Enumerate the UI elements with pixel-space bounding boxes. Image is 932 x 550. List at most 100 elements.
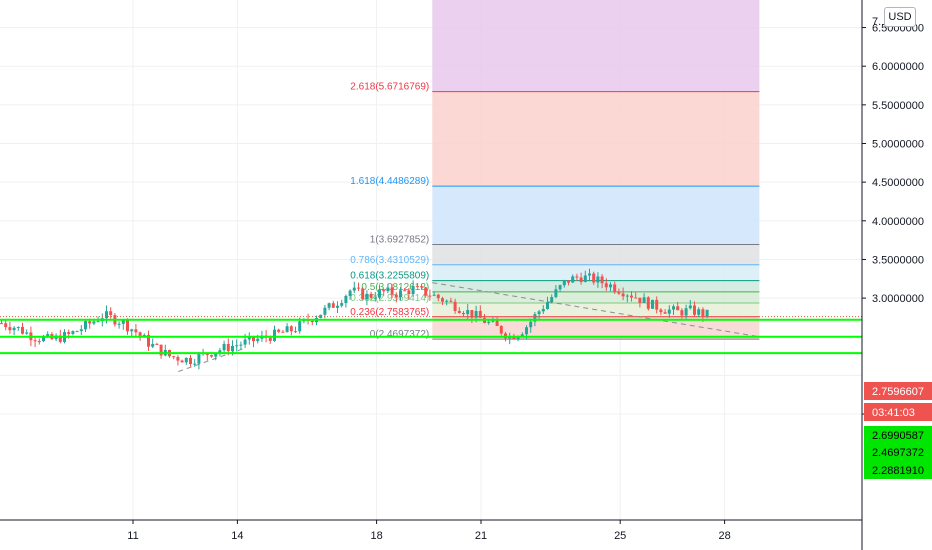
candle-body [407,290,411,295]
candle-body [193,363,197,365]
price-badges: 2.7596607 03:41:03 2.6990587 2.4697372 2.288… [864,382,932,479]
fib-zone [432,264,760,281]
candle-body [386,287,390,292]
candle-body [558,285,562,290]
candle-body [663,312,667,314]
price-badge [864,443,932,461]
price-badge-label: 2.7596607 [872,386,924,398]
candle-body [348,290,352,296]
candle-body [46,334,50,337]
candle-body [273,329,276,341]
fib-zone [432,91,760,187]
candle-body [151,343,155,347]
price-axis[interactable]: 7.00000006.50000006.00000005.50000005.00… [861,0,924,550]
currency-button[interactable]: USD [884,7,916,27]
candle-body [226,343,230,352]
fib-level-label: 0(2.4697372) [370,329,430,340]
time-tick-label: 25 [614,530,626,542]
candle-body [651,299,654,309]
candle-body [403,290,407,292]
price-badge [864,426,932,444]
fib-level-label: 0.786(3.4310529) [350,255,429,266]
candle-body [130,329,134,332]
candle-body [252,336,255,342]
candle-body [567,280,570,283]
candle-body [579,277,583,282]
candle-body [126,320,129,332]
candle-body [680,310,684,316]
fib-level-label: 1(3.6927852) [370,235,430,246]
candle-body [470,310,474,318]
price-badge-label: 03:41:03 [872,407,915,419]
fib-level-label: 1.618(4.4486289) [350,176,429,187]
horizontal-lines[interactable] [0,316,862,355]
candle-body [243,339,247,345]
candle-body [239,344,243,346]
candle-body [210,355,213,357]
trendline[interactable] [178,347,245,373]
candle-body [537,311,541,315]
candle-body [466,310,470,315]
candle-body [562,280,566,286]
candle-body [436,294,440,299]
candle-body [37,341,41,343]
candle-body [88,321,92,324]
candle-body [373,297,377,299]
fib-level-label: 0.382(2.9369414) [350,293,429,304]
fib-level-label: 0.236(2.7583765) [350,307,429,318]
candle-body [655,299,659,310]
candle-body [638,297,642,303]
candle-body [592,273,596,283]
candle-body [155,343,159,345]
candle-body [176,357,180,361]
chart-grid [0,0,862,520]
candle-body [285,326,289,333]
candle-body [310,320,314,323]
price-badge-label: 2.6990587 [872,430,924,442]
candle-body [323,307,327,315]
candle-body [462,313,465,315]
candle-body [701,309,705,317]
candle-body [399,290,402,298]
time-tick-label: 28 [718,530,730,542]
candle-body [428,295,432,297]
candle-body [575,276,579,278]
candle-body [327,303,331,308]
candle-body [369,293,373,298]
candle-body [184,357,188,363]
candle-body [613,284,617,292]
time-axis[interactable]: 11 14 18 21 25 28 [0,519,862,542]
price-tick-label: 4.0000000 [872,216,924,228]
price-badge [864,461,932,479]
price-badge-label: 2.2881910 [872,465,924,477]
candle-body [432,294,436,296]
candle-body [630,295,633,298]
candle-body [4,323,8,328]
time-tick-label: 21 [475,530,487,542]
candle-body [604,283,608,288]
candle-body [394,294,398,298]
fibonacci-extension-tool[interactable] [432,0,760,340]
candle-body [378,289,381,298]
price-tick-label: 5.0000000 [872,139,924,151]
candle-body [172,356,176,358]
candle-body [109,311,113,316]
candle-body [96,321,100,323]
candle-body [42,336,45,342]
time-tick-label: 14 [231,530,243,542]
candle-body [697,309,701,315]
candle-body [390,287,394,295]
candle-body [71,331,75,334]
candle-body [357,287,360,289]
candle-body [214,352,218,357]
trendline[interactable] [432,282,760,338]
candle-body [609,284,612,288]
candle-body [281,331,285,333]
candle-body [453,301,457,311]
candle-body [67,332,71,334]
candle-body [331,303,335,308]
candle-body [420,286,423,288]
candle-body [445,300,449,302]
price-badge [864,382,932,400]
